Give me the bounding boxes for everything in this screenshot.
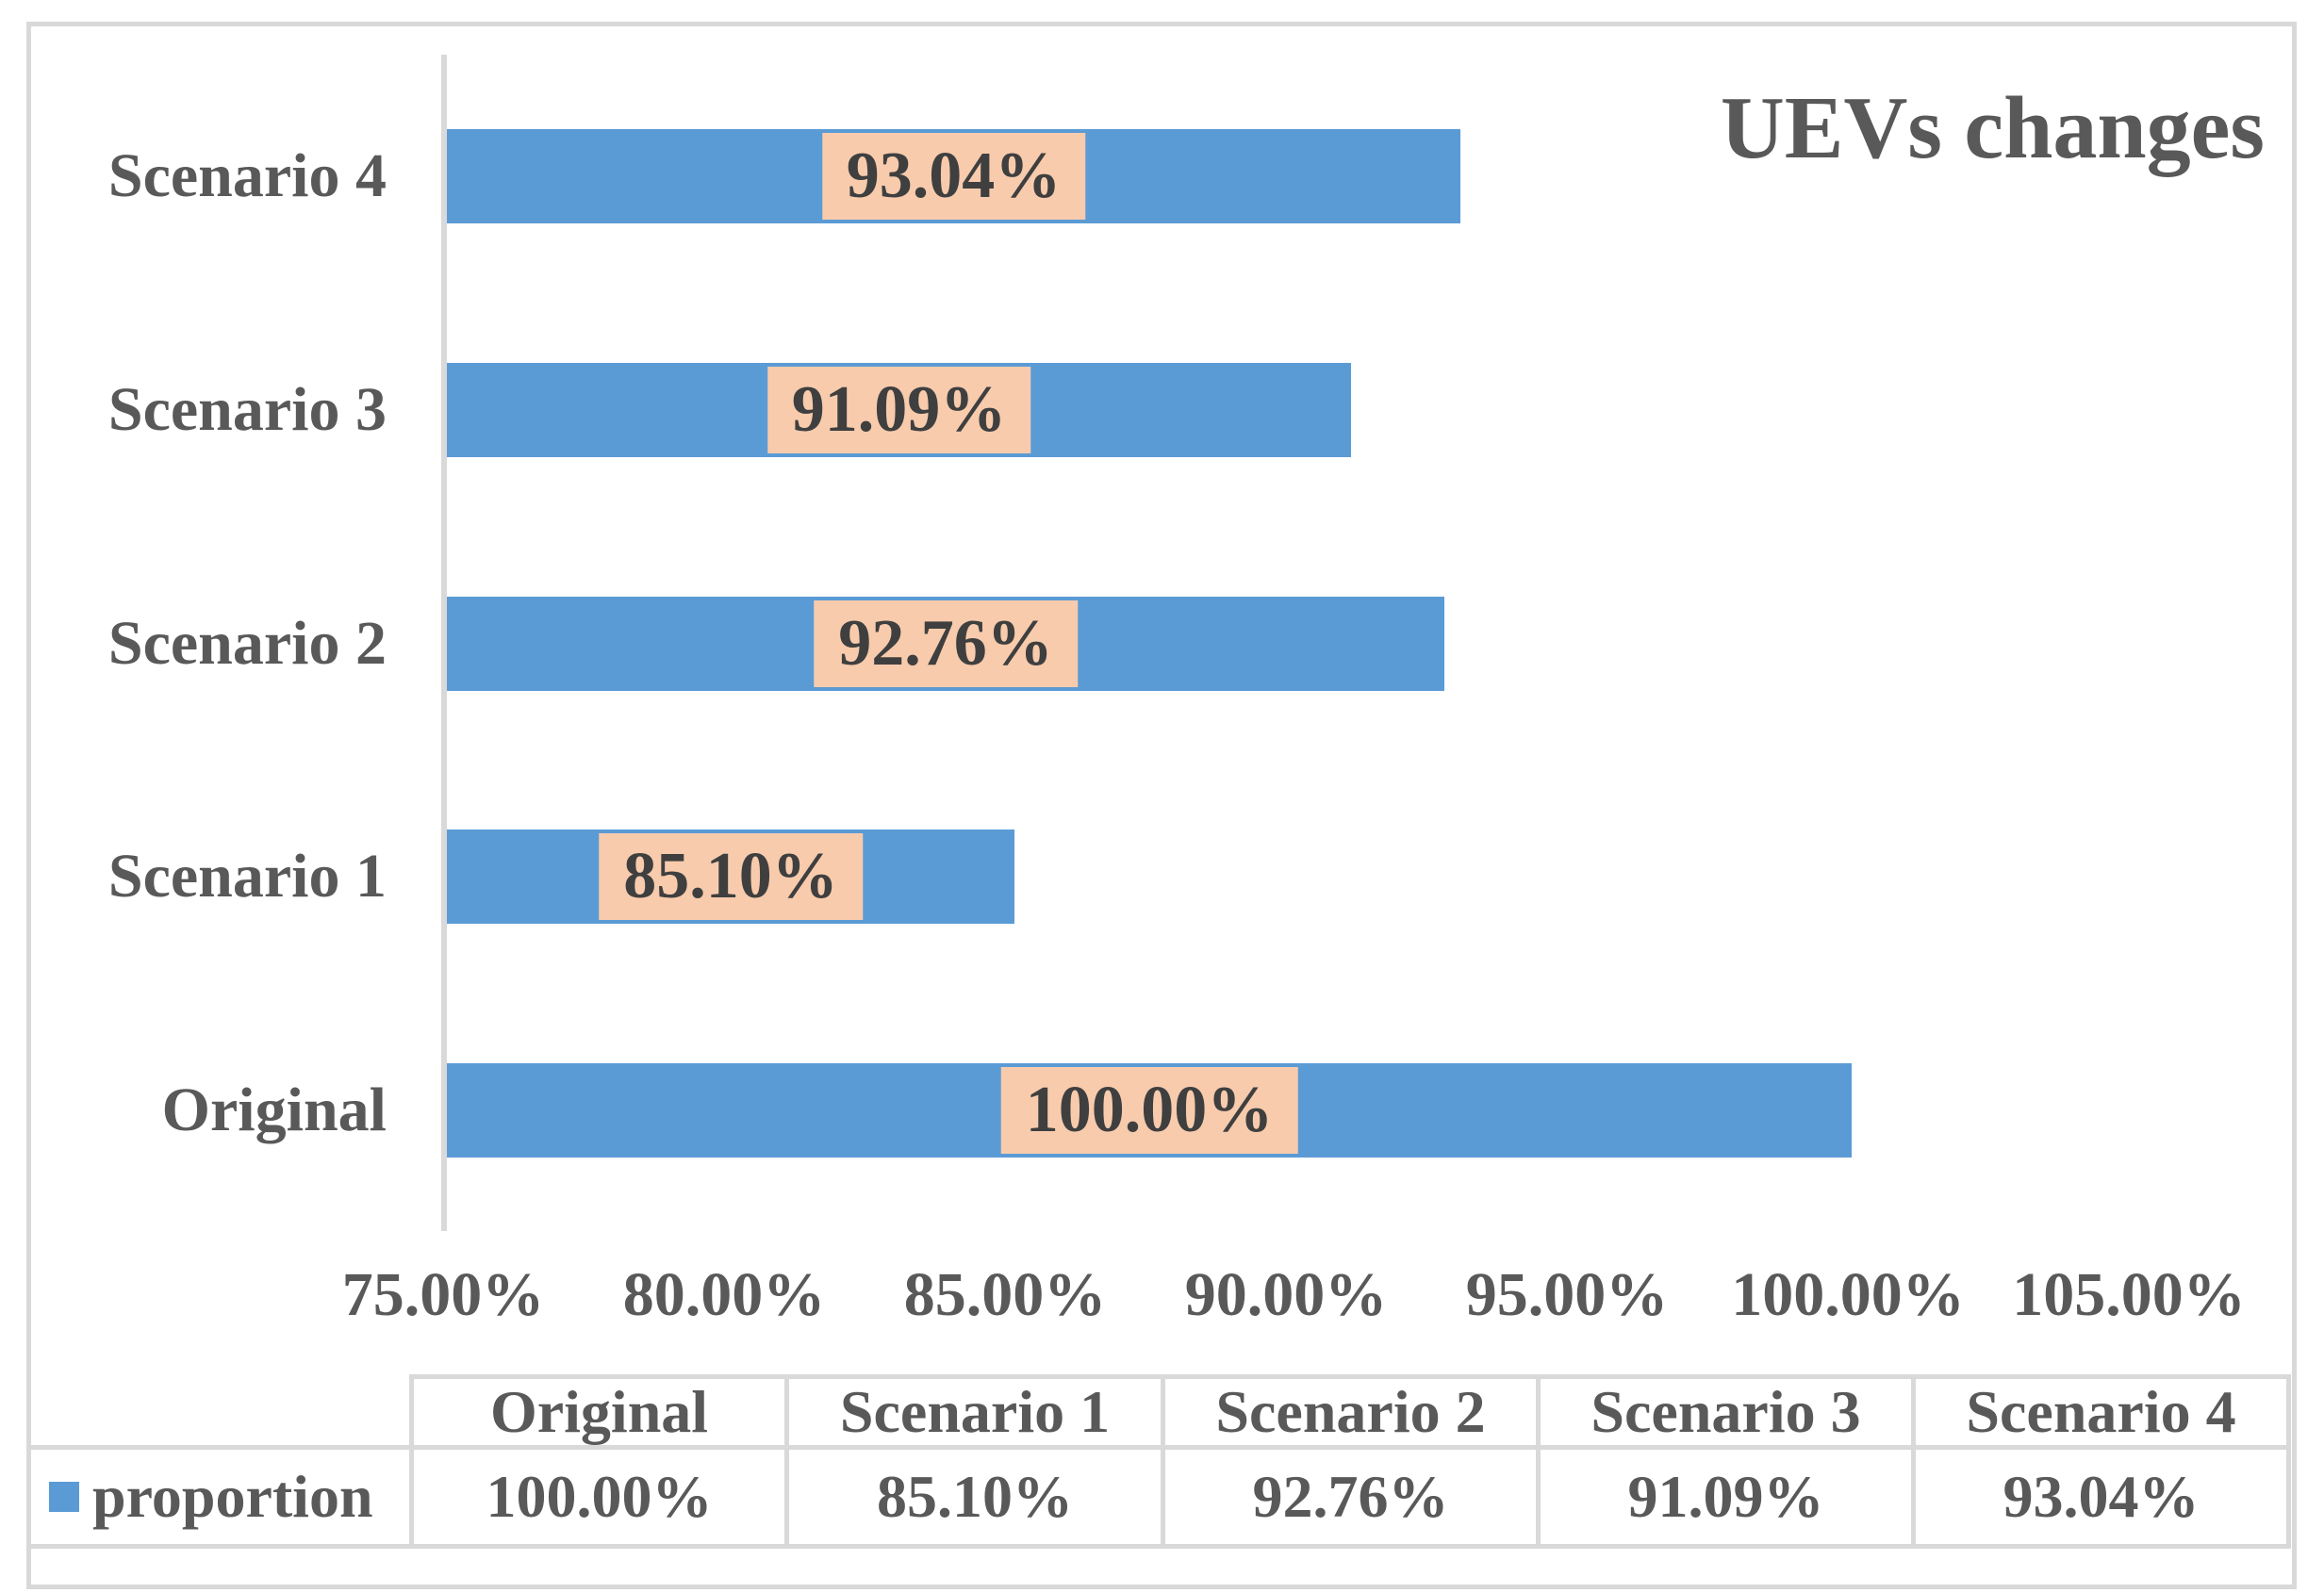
- category-label: Scenario 2: [107, 609, 387, 678]
- table-value-cell: 85.10%: [789, 1450, 1165, 1549]
- x-tick-label: 90.00%: [1184, 1260, 1388, 1329]
- table-header-cell: Scenario 3: [1541, 1374, 1916, 1450]
- table-header-cell: Scenario 2: [1165, 1374, 1541, 1450]
- legend-label: proportion: [92, 1463, 373, 1530]
- table-corner-cell: [26, 1374, 414, 1450]
- table-value-cell: 91.09%: [1541, 1450, 1916, 1549]
- table-header-cell: Original: [414, 1374, 789, 1450]
- legend-key-cell: proportion: [26, 1450, 414, 1549]
- x-tick-label: 105.00%: [2012, 1260, 2246, 1329]
- bar-value-label: 85.10%: [599, 833, 863, 920]
- x-tick-label: 80.00%: [622, 1260, 826, 1329]
- data-table: Original Scenario 1 Scenario 2 Scenario 3 Sc…: [26, 1374, 2291, 1549]
- bar-value-label: 91.09%: [766, 367, 1031, 453]
- category-label: Original: [161, 1076, 387, 1144]
- x-tick-label: 85.00%: [903, 1260, 1107, 1329]
- legend-swatch-icon: [49, 1482, 79, 1512]
- category-label: Scenario 1: [107, 842, 387, 911]
- bar-value-label: 92.76%: [814, 600, 1078, 687]
- x-tick-label: 95.00%: [1465, 1260, 1669, 1329]
- chart-frame: [26, 22, 2297, 1589]
- category-label: Scenario 3: [107, 375, 387, 444]
- chart-title: UEVs changes: [1720, 79, 2265, 177]
- y-axis-line: [441, 55, 447, 1231]
- x-tick-label: 100.00%: [1731, 1260, 1965, 1329]
- table-header-cell: Scenario 4: [1916, 1374, 2291, 1450]
- table-value-cell: 93.04%: [1916, 1450, 2291, 1549]
- table-header-cell: Scenario 1: [789, 1374, 1165, 1450]
- category-label: Scenario 4: [107, 141, 387, 210]
- table-value-cell: 92.76%: [1165, 1450, 1541, 1549]
- x-tick-label: 75.00%: [341, 1260, 545, 1329]
- bar-value-label: 100.00%: [1000, 1067, 1298, 1154]
- bar-value-label: 93.04%: [821, 133, 1086, 220]
- table-value-cell: 100.00%: [414, 1450, 789, 1549]
